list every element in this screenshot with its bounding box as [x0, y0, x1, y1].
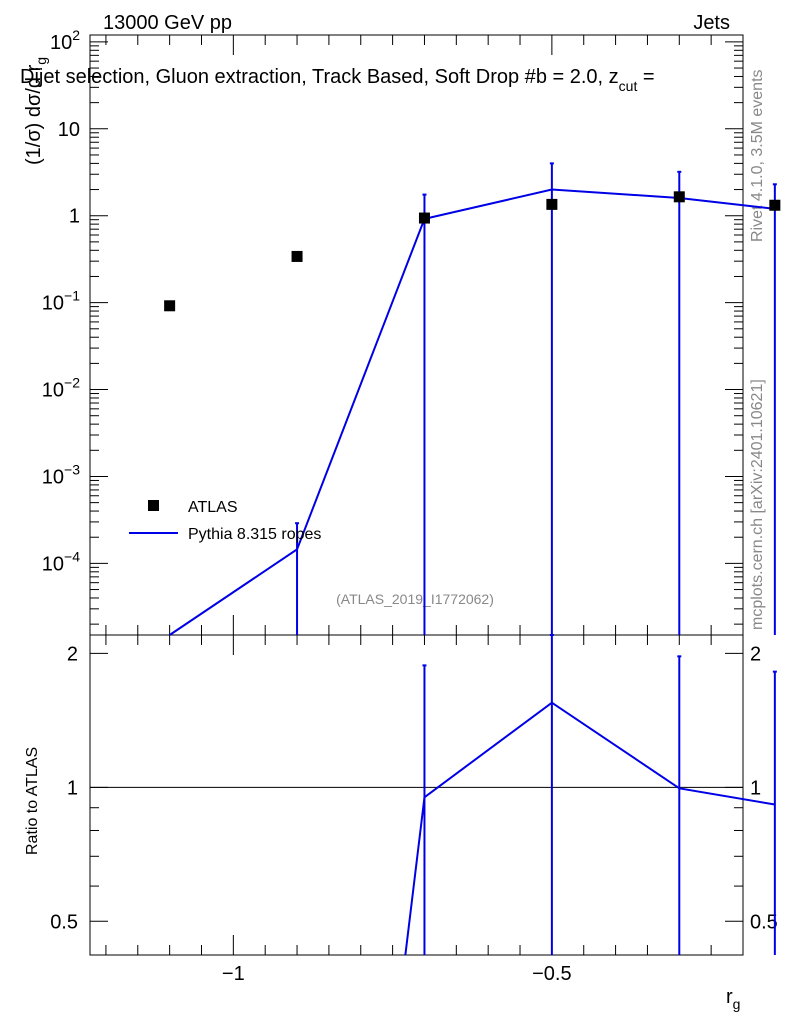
legend-data-label: ATLAS — [188, 499, 238, 516]
ratio-y-tick-label-right: 1 — [750, 777, 761, 799]
ratio-series — [404, 634, 777, 956]
chart-title: Dijet selection, Gluon extraction, Track… — [20, 66, 655, 94]
data-point — [291, 250, 303, 262]
title-main: Dijet selection, Gluon extraction, Track… — [20, 66, 537, 88]
data-point — [673, 191, 685, 203]
svg-text:Dijet selection, Gluon extract: Dijet selection, Gluon extraction, Track… — [20, 66, 655, 94]
main-y-tick-label: 102 — [50, 27, 80, 54]
ratio-y-tick-label-left: 1 — [67, 777, 78, 799]
mcplots-label: mcplots.cern.ch [arXiv:2401.10621] — [749, 379, 766, 630]
title-end: = — [637, 66, 654, 88]
main-ylabel: (1/σ) dσ/d rg — [23, 57, 49, 165]
watermark: (ATLAS_2019_I1772062) — [336, 591, 494, 607]
data-point — [546, 198, 558, 210]
header-right: Jets — [693, 12, 730, 34]
title-sub: cut — [619, 78, 638, 94]
x-tick-label: −0.5 — [532, 963, 571, 985]
ratio-frame — [89, 634, 744, 956]
legend: ATLAS Pythia 8.315 ropes — [129, 499, 321, 543]
ratio-y-tick-label-right: 2 — [750, 643, 761, 665]
ratio-y-tick-label-right: 0.5 — [750, 911, 778, 933]
main-y-tick-label: 10−1 — [42, 288, 80, 315]
data-point — [418, 212, 430, 224]
ratio-ylabel: Ratio to ATLAS — [24, 747, 41, 855]
x-tick-label: −1 — [222, 963, 245, 985]
ratio-axis-ticks: 2 2 1 1 0.5 0.5 — [50, 643, 778, 933]
title-beta: b — [536, 66, 547, 88]
legend-data-marker — [148, 500, 159, 511]
data-point — [769, 199, 781, 211]
legend-mc-label: Pythia 8.315 ropes — [188, 526, 321, 543]
ratio-line — [404, 701, 776, 956]
main-frame — [89, 34, 744, 636]
ratio-y-tick-label-left: 2 — [67, 643, 78, 665]
rivet-label: Rivet 4.1.0, 3.5M events — [749, 69, 766, 242]
main-y-tick-label: 10−2 — [42, 375, 80, 402]
main-axis-ticks: 102 10 1 10−1 10−2 10−3 10−4 — [42, 27, 743, 625]
main-y-tick-label: 10−3 — [42, 461, 80, 488]
main-y-tick-label: 1 — [69, 206, 80, 228]
xlabel: rg — [726, 986, 740, 1012]
header-left: 13000 GeV pp — [103, 12, 232, 34]
mc-series — [169, 162, 777, 636]
ratio-y-tick-label-left: 0.5 — [50, 911, 78, 933]
data-series — [164, 191, 781, 312]
main-y-tick-label: 10−4 — [42, 548, 80, 575]
title-tail: = 2.0, z — [547, 66, 619, 88]
data-point — [164, 300, 176, 312]
main-y-tick-label: 10 — [58, 119, 80, 141]
mc-line — [169, 188, 775, 636]
